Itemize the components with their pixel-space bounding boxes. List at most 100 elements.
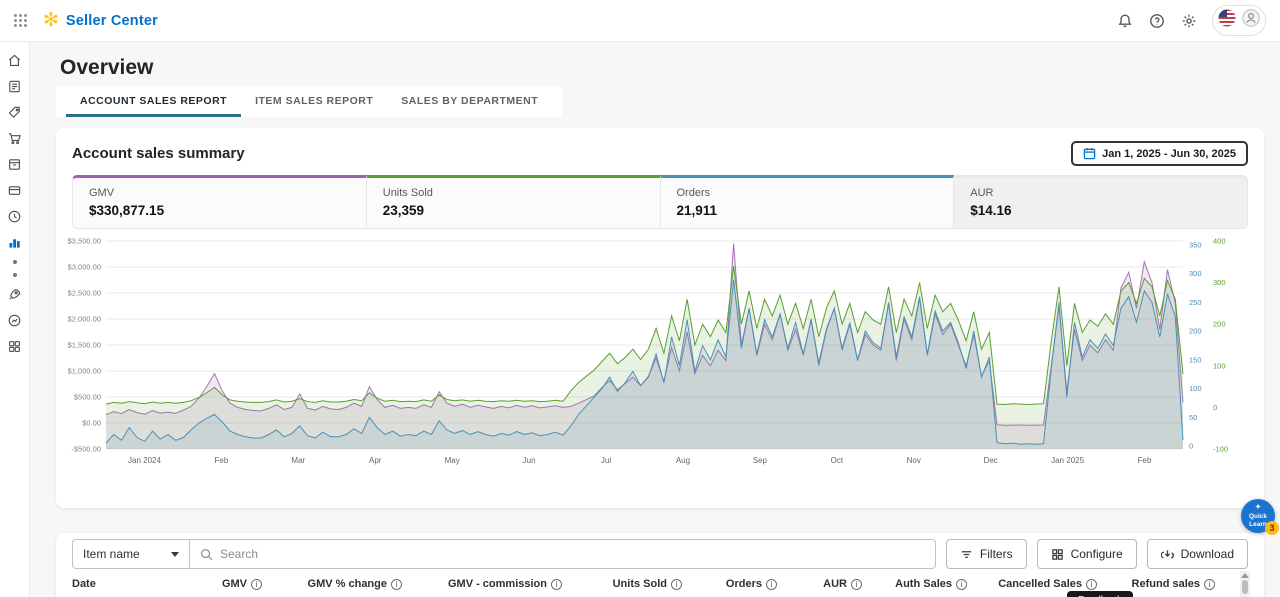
sidebar-subitem-dot-2[interactable] (12, 273, 17, 277)
sidebar-item-analytics[interactable] (4, 234, 26, 251)
svg-text:$2,500.00: $2,500.00 (68, 289, 101, 298)
column-label: Refund sales (1131, 578, 1200, 590)
svg-text:$2,000.00: $2,000.00 (68, 315, 101, 324)
column-header-aur: AUR i (777, 578, 862, 590)
svg-text:Nov: Nov (907, 456, 921, 465)
metric-value: $14.16 (970, 203, 1012, 218)
svg-text:350: 350 (1189, 241, 1202, 250)
quick-learn-spark-icon: ✦ (1255, 504, 1261, 511)
scrollbar-thumb[interactable] (1242, 580, 1248, 594)
tab-account-sales-report[interactable]: ACCOUNT SALES REPORT (66, 86, 242, 117)
metric-value: 21,911 (676, 203, 718, 218)
download-button[interactable]: Download (1146, 539, 1248, 569)
metric-tile-gmv[interactable]: GMV $330,877.15 (72, 175, 367, 229)
metric-value: 23,359 (382, 203, 425, 218)
configure-icon (1051, 548, 1063, 560)
metric-label: GMV (89, 187, 115, 199)
info-icon[interactable]: i (1204, 578, 1215, 590)
quick-learn-button[interactable]: ✦ Quick Learn 3 (1241, 499, 1279, 535)
sidebar-item-items-tag[interactable] (4, 104, 26, 121)
sidebar-item-apps[interactable] (4, 338, 26, 355)
page-title: Overview (60, 56, 154, 79)
download-icon (1160, 549, 1174, 558)
sidebar-item-fulfillment[interactable] (4, 156, 26, 173)
help-icon[interactable] (1148, 12, 1166, 30)
column-header-date: Date (72, 578, 162, 590)
column-header-auth-sales: Auth Sales i (862, 578, 967, 590)
svg-text:250: 250 (1189, 298, 1202, 307)
svg-text:100: 100 (1213, 361, 1226, 370)
sidebar-item-growth[interactable] (4, 312, 26, 329)
svg-text:Jan 2024: Jan 2024 (128, 456, 161, 465)
info-icon[interactable]: i (851, 578, 862, 590)
search-input[interactable] (220, 547, 925, 561)
svg-text:Feb: Feb (214, 456, 228, 465)
info-icon[interactable]: i (251, 578, 262, 590)
svg-text:Dec: Dec (984, 456, 998, 465)
left-sidebar (0, 42, 30, 597)
svg-text:150: 150 (1189, 355, 1202, 364)
settings-gear-icon[interactable] (1180, 12, 1198, 30)
walmart-spark-icon: ✻ (43, 10, 59, 31)
account-pill[interactable] (1212, 5, 1266, 36)
tab-item-sales-report[interactable]: ITEM SALES REPORT (255, 95, 374, 107)
item-name-select[interactable]: Item name (72, 539, 190, 569)
svg-text:Aug: Aug (676, 456, 690, 465)
svg-text:Jan 2025: Jan 2025 (1051, 456, 1084, 465)
info-icon[interactable]: i (391, 578, 402, 590)
table-scrollbar[interactable] (1240, 571, 1250, 597)
scrollbar-up-arrow-icon[interactable] (1241, 573, 1249, 578)
quick-learn-label-1: Quick (1248, 513, 1268, 521)
column-header-gmv-commission: GMV - commission i (402, 578, 562, 590)
column-label: Orders (725, 578, 762, 590)
svg-text:$3,500.00: $3,500.00 (68, 237, 101, 246)
locale-us-flag-icon (1218, 9, 1236, 32)
configure-button[interactable]: Configure (1036, 539, 1137, 569)
app-launcher-icon[interactable] (14, 14, 27, 27)
metric-tile-units-sold[interactable]: Units Sold 23,359 (366, 175, 661, 229)
column-header-refund-sales: Refund sales i (1097, 578, 1215, 590)
svg-text:$0.00: $0.00 (82, 419, 101, 428)
tab-sales-by-department[interactable]: SALES BY DEPARTMENT (401, 95, 539, 107)
item-name-select-value: Item name (83, 547, 140, 561)
column-header-units-sold: Units Sold i (562, 578, 682, 590)
column-label: GMV (221, 578, 247, 590)
quick-learn-badge: 3 (1265, 521, 1279, 535)
svg-text:Jun: Jun (523, 456, 536, 465)
brand-title: Seller Center (65, 12, 158, 29)
metric-label: AUR (970, 187, 994, 199)
sidebar-item-performance[interactable] (4, 208, 26, 225)
sidebar-item-home[interactable] (4, 52, 26, 69)
sidebar-item-cart[interactable] (4, 130, 26, 147)
svg-text:100: 100 (1189, 384, 1202, 393)
column-label: GMV - commission (447, 578, 547, 590)
account-sales-summary-card: Account sales summary Jan 1, 2025 - Jun … (56, 128, 1264, 508)
sales-trend-chart: $3,500.00 $3,000.00 $2,500.00 $2,000.00 $1,5… (68, 237, 1228, 466)
filters-button[interactable]: Filters (945, 539, 1027, 569)
tabs: ACCOUNT SALES REPORT ITEM SALES REPORT SAL… (56, 86, 563, 117)
svg-text:$1,000.00: $1,000.00 (68, 367, 101, 376)
svg-text:-$500.00: -$500.00 (71, 445, 101, 454)
date-range-button[interactable]: Jan 1, 2025 - Jun 30, 2025 (1071, 141, 1248, 166)
search-box (189, 539, 936, 569)
sidebar-subitem-dot-1[interactable] (12, 260, 17, 264)
svg-text:$3,000.00: $3,000.00 (68, 263, 101, 272)
info-icon[interactable]: i (956, 578, 967, 590)
sidebar-item-marketing[interactable] (4, 286, 26, 303)
svg-text:May: May (445, 456, 460, 465)
svg-text:Oct: Oct (831, 456, 844, 465)
info-icon[interactable]: i (551, 578, 562, 590)
info-icon[interactable]: i (671, 578, 682, 590)
sidebar-item-payments[interactable] (4, 182, 26, 199)
feedback-label: Feedback (1078, 595, 1122, 597)
info-icon[interactable]: i (766, 578, 777, 590)
column-label: Units Sold (612, 578, 667, 590)
column-header-gmv-change: GMV % change i (262, 578, 402, 590)
feedback-button[interactable]: Feedback (1067, 591, 1133, 597)
info-icon[interactable]: i (1086, 578, 1097, 590)
notifications-bell-icon[interactable] (1116, 12, 1134, 30)
metric-tile-aur[interactable]: AUR $14.16 (954, 175, 1248, 229)
sidebar-item-orders[interactable] (4, 78, 26, 95)
svg-text:200: 200 (1213, 320, 1226, 329)
metric-tile-orders[interactable]: Orders 21,911 (660, 175, 955, 229)
